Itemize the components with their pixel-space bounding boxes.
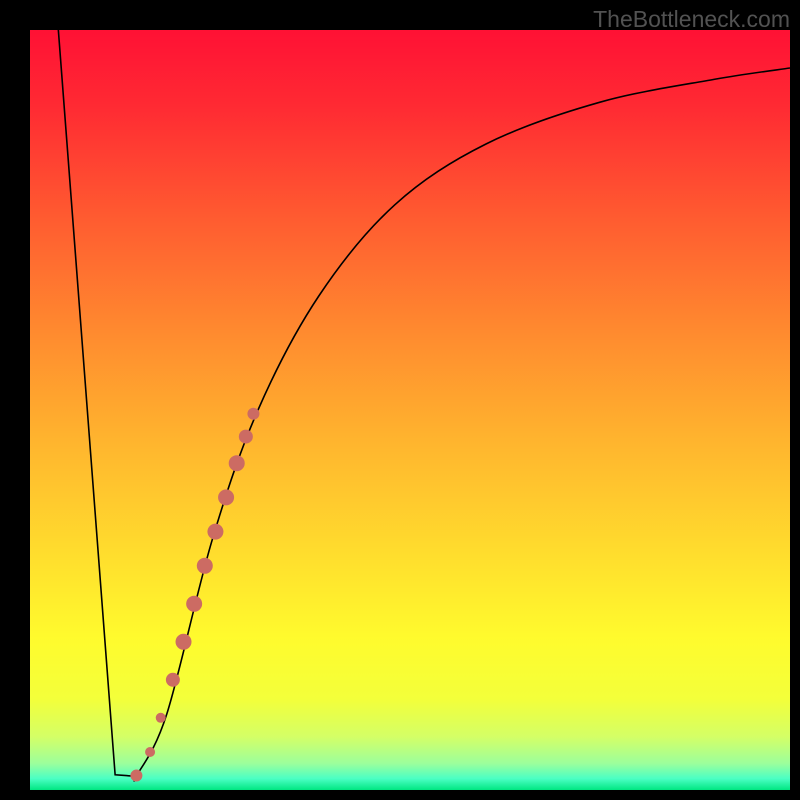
- marker-point: [239, 430, 253, 444]
- plot-area: [30, 30, 790, 790]
- marker-point: [145, 747, 155, 757]
- marker-point: [197, 558, 213, 574]
- marker-point: [218, 489, 234, 505]
- chart-container: TheBottleneck.com: [0, 0, 800, 800]
- marker-point: [166, 673, 180, 687]
- marker-point: [247, 408, 259, 420]
- marker-point: [156, 713, 166, 723]
- chart-svg: [30, 30, 790, 790]
- marker-point: [176, 634, 192, 650]
- marker-point: [130, 770, 142, 782]
- watermark-text: TheBottleneck.com: [593, 6, 790, 33]
- bottleneck-curve: [57, 30, 790, 781]
- marker-point: [207, 524, 223, 540]
- marker-point: [186, 596, 202, 612]
- marker-point: [229, 455, 245, 471]
